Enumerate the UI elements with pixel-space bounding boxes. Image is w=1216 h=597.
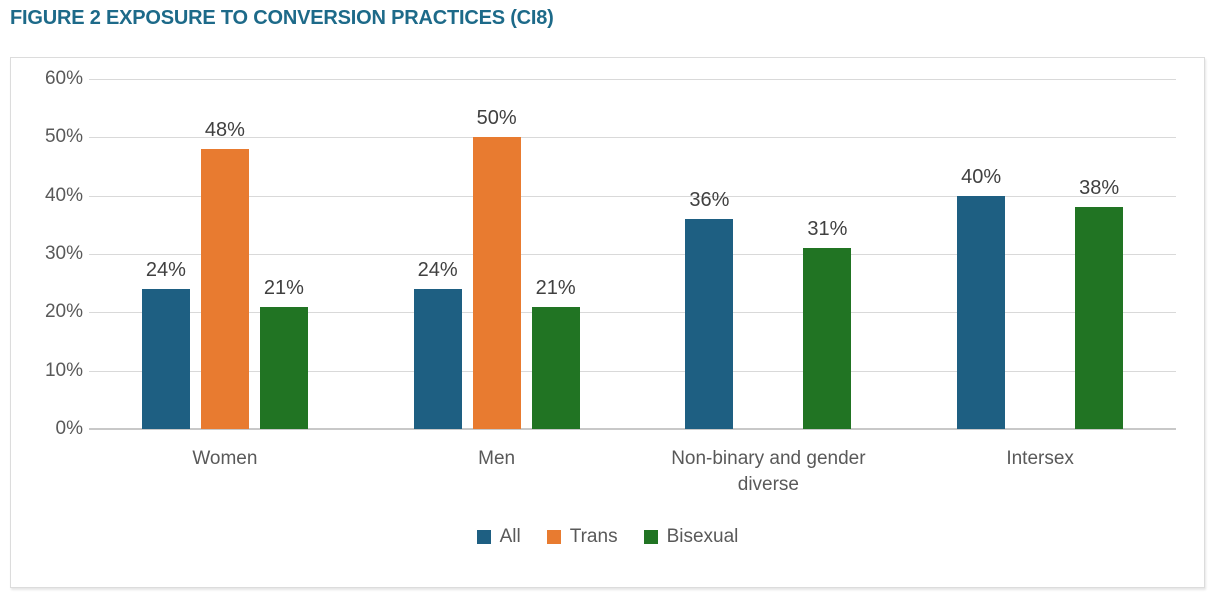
bar-value-label: 40% [961, 165, 1002, 188]
bar-trans [472, 137, 521, 429]
legend-label: Bisexual [666, 526, 739, 547]
legend-label: Trans [569, 526, 618, 547]
y-axis-tick-label: 50% [44, 126, 83, 148]
bar-slot: 24% [413, 79, 462, 429]
y-axis-tick-label: 10% [44, 359, 83, 381]
legend-swatch-icon [476, 530, 491, 544]
x-axis-category-label: Men [478, 448, 516, 469]
bar-bisexual [531, 306, 580, 429]
bar-slot: 40% [957, 79, 1006, 429]
bar-group: 24% 50% 21% [361, 79, 633, 429]
x-axis-category-label: Women [192, 448, 258, 469]
bar-slot: 24% [141, 79, 190, 429]
chart-container: 0% 10% 20% 30% 40% 50% 60% 24% 48% 21% 24% 50% 21% 3… [10, 57, 1205, 588]
bar-group: 24% 48% 21% [89, 79, 361, 429]
bar-slot: 38% [1075, 79, 1124, 429]
gridline [89, 79, 1176, 80]
bar-bisexual [803, 248, 852, 429]
bar-slot [1016, 79, 1064, 429]
x-axis-category-label: Non-binary and gender diverse [671, 448, 866, 495]
legend: All Trans Bisexual [11, 526, 1204, 548]
legend-swatch-icon [546, 530, 561, 544]
bar-slot [744, 79, 792, 429]
bar-value-label: 21% [535, 276, 576, 299]
gridline [89, 137, 1176, 139]
bar-bisexual [1075, 207, 1124, 429]
y-axis-tick-label: 30% [44, 243, 83, 264]
bar-slot: 36% [685, 79, 734, 429]
legend-swatch-icon [643, 530, 658, 544]
gridline [89, 254, 1176, 255]
bar-bisexual [259, 306, 308, 429]
y-axis-tick-label: 40% [44, 184, 83, 206]
legend-item-trans: Trans [546, 526, 618, 548]
bar-all [685, 219, 734, 429]
bar-all [957, 195, 1006, 429]
bar-value-label: 36% [689, 189, 730, 211]
legend-item-bisexual: Bisexual [643, 526, 739, 548]
bar-slot: 21% [531, 79, 580, 429]
legend-label: All [499, 526, 521, 547]
bar-group: 40% 38% [904, 79, 1176, 429]
gridline [89, 195, 1176, 197]
bar-value-label: 38% [1079, 177, 1120, 200]
legend-item-all: All [476, 526, 521, 548]
bar-value-label: 24% [417, 259, 458, 281]
bar-value-label: 50% [476, 107, 517, 130]
x-axis-baseline [89, 428, 1176, 430]
bar-value-label: 24% [145, 259, 186, 281]
bar-slot: 50% [472, 79, 521, 429]
bar-slot: 21% [259, 79, 308, 429]
y-axis-tick-label: 60% [44, 68, 83, 89]
bar-value-label: 48% [204, 119, 245, 141]
gridline [89, 312, 1176, 314]
bar-group: 36% 31% [633, 79, 905, 429]
bar-value-label: 21% [263, 276, 304, 299]
figure-title: FIGURE 2 EXPOSURE TO CONVERSION PRACTICE… [10, 7, 554, 29]
bar-trans [200, 149, 249, 429]
bar-value-label: 31% [807, 218, 848, 241]
y-axis-tick-label: 0% [55, 418, 83, 439]
gridline [89, 370, 1176, 372]
x-axis-category-label: Intersex [1006, 448, 1074, 469]
bar-slot: 48% [200, 79, 249, 429]
bar-all [413, 289, 462, 429]
y-axis-tick-label: 20% [44, 301, 83, 323]
bar-slot: 31% [803, 79, 852, 429]
bar-all [141, 289, 190, 429]
